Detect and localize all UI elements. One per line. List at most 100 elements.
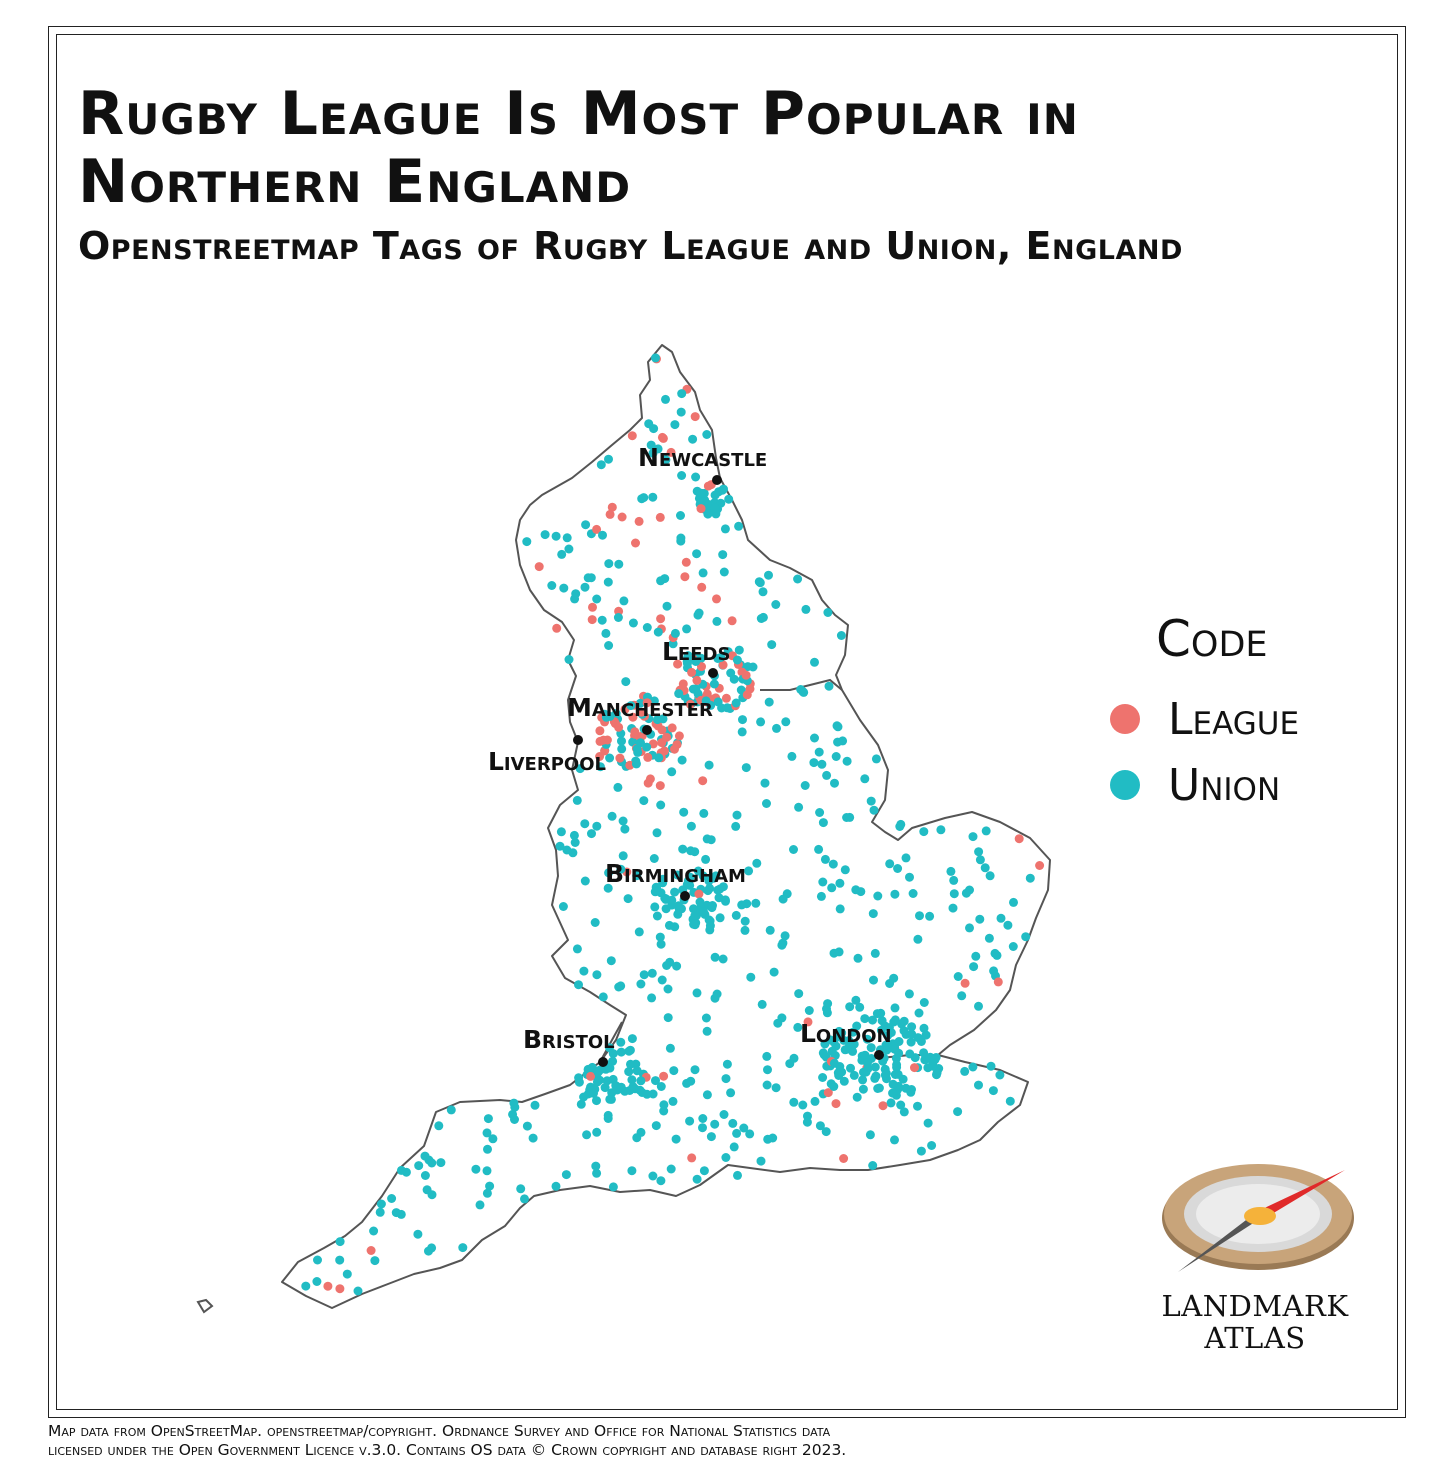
league-point: [673, 659, 683, 669]
union-point: [661, 394, 670, 404]
union-point: [649, 696, 659, 706]
union-point: [740, 916, 750, 926]
union-point: [895, 822, 905, 831]
union-point: [482, 1166, 492, 1176]
league-point: [659, 746, 669, 756]
union-point: [557, 549, 567, 559]
union-point: [646, 440, 656, 450]
union-point: [424, 1246, 433, 1256]
union-point: [564, 544, 574, 554]
union-point: [644, 419, 654, 429]
union-point: [906, 1087, 916, 1097]
league-point: [659, 1071, 669, 1081]
league-point: [742, 690, 752, 700]
union-point: [670, 922, 680, 932]
league-point: [696, 504, 706, 514]
union-point: [890, 1070, 900, 1079]
union-point: [919, 1023, 929, 1033]
union-point: [654, 753, 664, 763]
union-point: [483, 1144, 492, 1154]
union-point: [676, 511, 685, 520]
league-point: [628, 712, 638, 722]
union-point: [1009, 897, 1018, 907]
league-point: [630, 727, 640, 737]
union-point: [650, 887, 660, 897]
union-point: [677, 471, 687, 480]
union-point: [592, 821, 602, 831]
league-point: [637, 707, 646, 717]
union-point: [570, 838, 580, 847]
estuary-severn: [599, 1021, 623, 1063]
union-point: [699, 808, 709, 818]
union-point: [488, 1134, 498, 1144]
union-point: [710, 952, 720, 962]
union-point: [668, 1096, 678, 1106]
union-point: [880, 1021, 890, 1031]
union-point: [829, 1058, 839, 1068]
union-point: [667, 767, 677, 777]
union-point: [485, 1181, 495, 1191]
union-point: [793, 574, 803, 584]
union-point: [871, 754, 881, 764]
union-point: [836, 631, 846, 640]
league-point: [692, 675, 702, 685]
union-point: [613, 613, 623, 622]
union-point: [839, 1035, 849, 1045]
legend-item-union: Union: [1110, 752, 1370, 818]
union-point: [930, 1055, 940, 1065]
city-label-newcastle: Newcastle: [638, 443, 767, 472]
union-point: [758, 587, 768, 597]
union-point: [874, 1083, 884, 1093]
league-point: [721, 693, 731, 703]
union-point: [632, 1133, 642, 1143]
union-point: [471, 1164, 481, 1174]
union-point: [620, 824, 630, 834]
union-point: [597, 615, 607, 625]
outer-frame: [48, 26, 1406, 1418]
england-outline: [281, 344, 1051, 1309]
union-point: [648, 448, 658, 458]
union-point: [756, 1156, 766, 1166]
union-point: [870, 1062, 880, 1072]
union-point: [785, 1059, 795, 1069]
union-point: [729, 1142, 739, 1152]
union-point: [890, 1003, 900, 1013]
union-point: [818, 1073, 828, 1082]
union-point: [830, 778, 839, 788]
union-point: [673, 870, 682, 880]
union-point: [833, 737, 843, 747]
union-point: [771, 600, 781, 609]
legend-label-union: Union: [1168, 759, 1281, 811]
league-point: [607, 502, 617, 512]
union-point: [732, 1128, 742, 1138]
union-point: [603, 883, 613, 893]
union-point: [596, 460, 606, 470]
union-point: [562, 845, 572, 855]
union-point: [579, 966, 589, 976]
union-point: [862, 1034, 872, 1044]
union-point: [923, 1118, 933, 1128]
union-point: [837, 1067, 847, 1077]
union-point: [677, 755, 687, 765]
union-point: [953, 1107, 963, 1117]
union-point: [892, 1060, 902, 1070]
union-point: [688, 434, 698, 444]
union-point: [738, 715, 747, 725]
union-point: [927, 1141, 937, 1150]
union-point: [794, 989, 804, 999]
union-point: [616, 981, 626, 991]
union-point: [625, 1045, 635, 1055]
union-point: [618, 851, 628, 861]
union-point: [718, 485, 727, 495]
union-point: [434, 1121, 444, 1131]
union-point: [981, 826, 991, 836]
league-point: [910, 1063, 919, 1073]
union-point: [763, 1134, 773, 1144]
union-point: [816, 891, 826, 901]
union-point: [732, 810, 742, 820]
union-point: [860, 774, 870, 784]
city-dot-london: [874, 1050, 884, 1060]
inner-frame: [56, 34, 1398, 1410]
compass-icon: [1162, 1164, 1354, 1272]
union-point: [831, 752, 841, 761]
